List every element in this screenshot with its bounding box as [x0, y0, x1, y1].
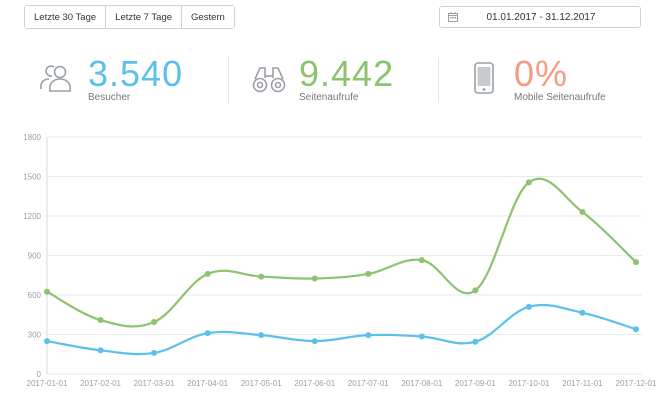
y-tick-label: 300 [28, 331, 42, 340]
mobile-pageviews-label: Mobile Seitenaufrufe [514, 92, 606, 103]
y-tick-label: 0 [37, 370, 42, 379]
data-point [525, 303, 532, 310]
y-tick-label: 1200 [23, 212, 41, 221]
x-tick-label: 2017-09-01 [455, 379, 496, 388]
calendar-icon [448, 12, 458, 22]
quick-range-group: Letzte 30 Tage Letzte 7 Tage Gestern [24, 5, 235, 29]
last-7-days-button[interactable]: Letzte 7 Tage [106, 6, 183, 28]
stat-divider [438, 57, 439, 103]
mobile-pageviews-value: 0% [514, 53, 569, 94]
data-point [633, 259, 639, 266]
data-point [365, 270, 372, 277]
binoculars-icon [252, 67, 286, 93]
x-tick-label: 2017-01-01 [27, 379, 68, 388]
data-point [258, 332, 265, 339]
pageviews-stat: 9.442 Seitenaufrufe [299, 53, 395, 104]
data-point [579, 209, 586, 216]
x-tick-label: 2017-05-01 [241, 379, 282, 388]
y-tick-label: 1500 [23, 173, 41, 182]
yesterday-button[interactable]: Gestern [182, 6, 234, 28]
y-tick-label: 1800 [23, 133, 41, 142]
x-tick-label: 2017-12-01 [616, 379, 657, 388]
stat-divider [228, 57, 229, 103]
date-range-value: 01.01.2017 - 31.12.2017 [486, 11, 596, 23]
x-tick-label: 2017-07-01 [348, 379, 389, 388]
visitors-value: 3.540 [88, 53, 184, 94]
data-point [151, 349, 158, 356]
x-tick-label: 2017-11-01 [562, 379, 603, 388]
data-point [44, 288, 50, 295]
data-point [151, 318, 158, 325]
data-point [97, 317, 104, 324]
data-point [418, 333, 425, 340]
data-point [472, 338, 479, 345]
data-point [204, 270, 211, 277]
data-point [472, 287, 479, 294]
data-point [311, 338, 318, 345]
x-tick-label: 2017-10-01 [508, 379, 549, 388]
last-30-days-button[interactable]: Letzte 30 Tage [25, 6, 107, 28]
visitors-label: Besucher [88, 92, 131, 103]
pageviews-line-chart: 0 300 600 900 1200 1500 1800 2017-01-01 2017-02-… [23, 133, 657, 388]
data-point [525, 179, 532, 186]
y-tick-label: 900 [28, 252, 42, 261]
x-tick-label: 2017-08-01 [401, 379, 442, 388]
x-tick-label: 2017-04-01 [187, 379, 228, 388]
x-tick-label: 2017-03-01 [134, 379, 175, 388]
users-icon [40, 65, 71, 92]
x-tick-label: 2017-02-01 [80, 379, 121, 388]
data-point [633, 326, 639, 333]
mobile-pageviews-stat: 0% Mobile Seitenaufrufe [514, 53, 606, 104]
data-point [44, 338, 50, 345]
series-line [46, 303, 637, 356]
data-point [311, 275, 318, 282]
visitors-stat: 3.540 Besucher [88, 53, 184, 104]
date-range-picker[interactable]: 01.01.2017 - 31.12.2017 [439, 6, 641, 28]
mobile-phone-icon [474, 62, 494, 94]
data-point [418, 257, 425, 264]
x-tick-label: 2017-06-01 [294, 379, 335, 388]
pageviews-label: Seitenaufrufe [299, 92, 359, 103]
data-point [258, 273, 265, 280]
data-point [579, 309, 586, 316]
data-point [97, 347, 104, 354]
pageviews-value: 9.442 [299, 53, 395, 94]
y-tick-label: 600 [28, 291, 42, 300]
data-point [204, 330, 211, 337]
data-point [365, 332, 372, 339]
